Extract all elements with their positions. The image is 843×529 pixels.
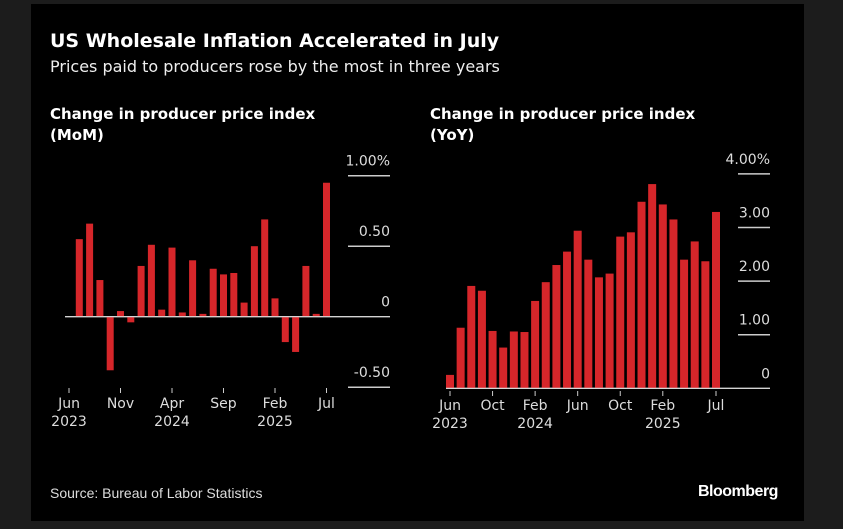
- yoy-xtick-label: Feb: [650, 398, 675, 414]
- mom-xtick-label: Nov: [107, 396, 134, 412]
- mom-bar: [199, 313, 207, 317]
- yoy-title-line1: Change in producer price index: [430, 105, 696, 123]
- yoy-bar: [541, 282, 550, 389]
- mom-bar: [220, 274, 227, 317]
- bloomberg-logo: Bloomberg: [698, 483, 778, 500]
- mom-bar: [323, 182, 330, 317]
- yoy-xtick-year: 2024: [517, 416, 553, 432]
- mom-bar: [117, 311, 124, 317]
- yoy-ytick-label: 1.00: [739, 313, 770, 329]
- yoy-bar: [605, 273, 614, 389]
- mom-bar: [106, 316, 114, 371]
- yoy-bar: [446, 374, 454, 389]
- mom-ytick-label: -0.50: [354, 365, 390, 381]
- yoy-bar: [563, 251, 572, 389]
- yoy-ytick-label: 2.00: [739, 259, 770, 275]
- yoy-xtick-label: Jun: [438, 398, 461, 414]
- mom-bar: [250, 246, 258, 317]
- yoy-title-line2: (YoY): [430, 126, 475, 144]
- yoy-bar: [509, 331, 518, 389]
- yoy-bar: [626, 232, 635, 389]
- yoy-bar: [531, 300, 540, 389]
- yoy-xtick-label: Feb: [523, 398, 548, 414]
- chart-subtitle: Prices paid to producers rose by the mos…: [50, 57, 500, 76]
- yoy-bar: [712, 211, 720, 389]
- mom-xtick-year: 2024: [154, 414, 190, 430]
- yoy-bar: [520, 332, 529, 389]
- yoy-xtick-label: Oct: [480, 398, 505, 414]
- mom-bar: [312, 313, 320, 317]
- yoy-bar: [499, 347, 508, 389]
- chart-title: US Wholesale Inflation Accelerated in Ju…: [50, 30, 500, 52]
- yoy-xtick-year: 2025: [645, 416, 681, 432]
- yoy-bar: [594, 277, 603, 389]
- yoy-bar: [616, 236, 625, 389]
- mom-bar: [158, 309, 166, 317]
- yoy-bar: [573, 230, 582, 389]
- mom-chart-title: Change in producer price index (MoM): [50, 104, 315, 146]
- yoy-ytick-label: 4.00%: [726, 152, 770, 168]
- yoy-xtick-label: Jul: [707, 398, 725, 414]
- mom-bar: [75, 239, 83, 317]
- mom-bar: [189, 260, 197, 317]
- mom-bar: [281, 316, 289, 343]
- mom-ytick-label: 0.50: [359, 224, 390, 240]
- yoy-bar: [552, 265, 561, 389]
- mom-bar: [127, 316, 135, 323]
- mom-title-line2: (MoM): [50, 126, 104, 144]
- mom-xtick-year: 2023: [51, 414, 87, 430]
- yoy-bar: [690, 241, 699, 389]
- yoy-chart-title: Change in producer price index (YoY): [430, 104, 695, 146]
- mom-xtick-label: Apr: [160, 396, 184, 412]
- mom-bar: [271, 298, 279, 317]
- yoy-bar: [488, 330, 497, 389]
- mom-xtick-label: Sep: [210, 396, 237, 412]
- yoy-xtick-label: Jun: [566, 398, 589, 414]
- mom-bar: [96, 280, 104, 317]
- mom-xtick-label: Feb: [263, 396, 288, 412]
- mom-bar: [137, 265, 145, 317]
- yoy-xtick-label: Oct: [608, 398, 633, 414]
- mom-bar: [168, 247, 176, 317]
- mom-xtick-year: 2025: [257, 414, 293, 430]
- mom-bar: [240, 302, 248, 317]
- mom-bar: [147, 244, 155, 317]
- mom-title-line1: Change in producer price index: [50, 105, 316, 123]
- yoy-xtick-year: 2023: [432, 416, 468, 432]
- yoy-ytick-label: 3.00: [739, 206, 770, 222]
- mom-bar: [261, 219, 269, 317]
- mom-xtick-label: Jun: [57, 396, 80, 412]
- mom-bar: [178, 312, 186, 317]
- yoy-bar: [477, 290, 486, 389]
- yoy-bar: [456, 327, 465, 389]
- mom-bar: [209, 268, 217, 317]
- mom-bar: [292, 316, 300, 352]
- yoy-bar: [648, 184, 657, 389]
- mom-ytick-label: 0: [381, 295, 390, 311]
- yoy-bar: [584, 259, 593, 389]
- yoy-bar: [637, 201, 646, 389]
- mom-bar: [230, 272, 238, 317]
- yoy-bar: [658, 204, 667, 389]
- mom-bar: [86, 223, 94, 317]
- yoy-bar: [467, 285, 476, 389]
- mom-xtick-label: Jul: [317, 396, 335, 412]
- mom-ytick-label: 1.00%: [346, 154, 390, 170]
- source-note: Source: Bureau of Labor Statistics: [50, 485, 263, 501]
- yoy-bar: [669, 219, 678, 389]
- mom-bar: [302, 265, 310, 317]
- yoy-bar: [701, 261, 710, 389]
- yoy-ytick-label: 0: [761, 366, 770, 382]
- yoy-bar: [680, 259, 689, 389]
